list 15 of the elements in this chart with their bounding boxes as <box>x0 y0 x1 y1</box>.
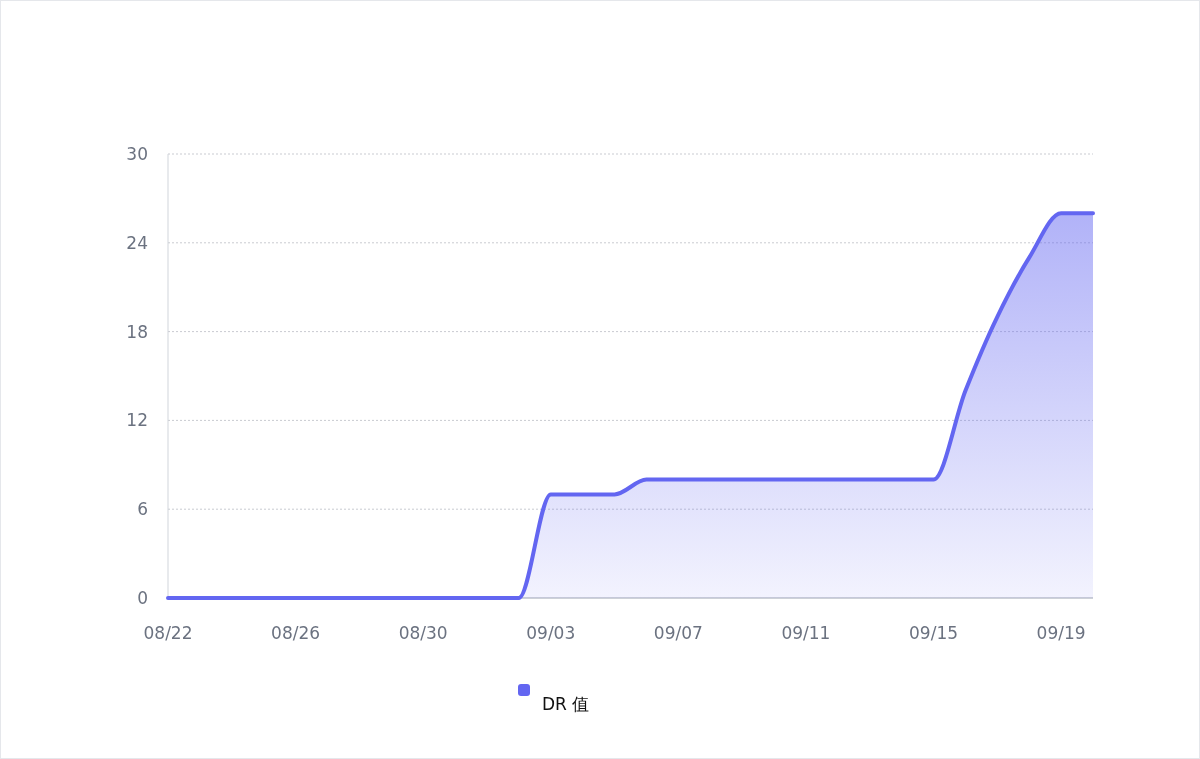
y-tick-label: 18 <box>126 321 148 342</box>
legend: DR 值 <box>518 684 590 714</box>
y-tick-label: 30 <box>126 144 148 164</box>
x-tick-label: 09/19 <box>1036 623 1086 643</box>
y-tick-label: 12 <box>126 410 148 431</box>
x-tick-label: 08/26 <box>271 623 321 643</box>
y-tick-label: 6 <box>137 499 148 520</box>
y-tick-label: 24 <box>126 232 148 253</box>
x-tick-label: 09/15 <box>909 623 959 643</box>
x-tick-label: 09/11 <box>781 623 831 643</box>
x-tick-label: 09/07 <box>653 623 703 643</box>
y-tick-label: 0 <box>137 588 148 608</box>
x-tick-label: 08/30 <box>398 623 448 643</box>
x-tick-label: 09/03 <box>526 623 576 643</box>
x-tick-label: 08/22 <box>143 623 193 643</box>
